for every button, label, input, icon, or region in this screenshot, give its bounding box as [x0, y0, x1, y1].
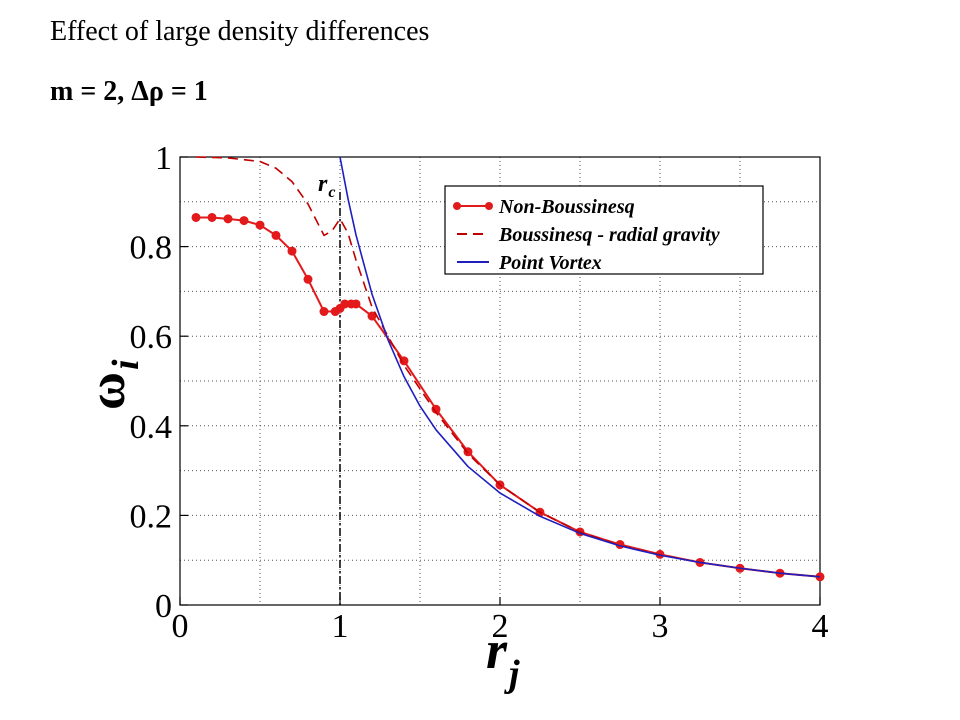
- x-axis-label: rj: [486, 620, 520, 695]
- legend: Non-Boussinesq Boussinesq - radial gravit…: [444, 185, 764, 275]
- y-axis-label: ωi: [79, 359, 147, 410]
- y-tick-label: 0.8: [130, 230, 173, 267]
- x-axis-label-sub: j: [504, 653, 520, 695]
- legend-box: [444, 185, 764, 275]
- slide-heading: Effect of large density differences: [50, 16, 430, 47]
- data-point: [191, 212, 201, 222]
- series-line-2: [339, 156, 821, 578]
- data-point: [271, 230, 281, 240]
- x-tick-label: 4: [812, 608, 829, 645]
- y-tick-label: 0.2: [130, 498, 173, 535]
- legend-label-0: Non-Boussinesq: [498, 196, 635, 218]
- legend-marker: [453, 202, 461, 210]
- slide-subheading: m = 2, Δρ = 1: [50, 76, 208, 107]
- x-tick-label: 1: [332, 608, 349, 645]
- x-tick-label: 3: [652, 608, 669, 645]
- x-tick-label: 0: [172, 608, 189, 645]
- y-tick-label: 0.4: [130, 409, 173, 446]
- legend-marker: [485, 202, 493, 210]
- data-point: [239, 216, 249, 226]
- series-line-1: [195, 156, 821, 578]
- data-point: [319, 307, 329, 317]
- data-point: [255, 220, 265, 230]
- rc-label-sub: c: [328, 184, 335, 201]
- y-tick-label: 0: [155, 588, 172, 625]
- rc-label: rc: [318, 171, 335, 201]
- y-axis-label-sub: i: [105, 359, 147, 370]
- data-point: [223, 214, 233, 224]
- y-tick-label: 1: [155, 140, 172, 177]
- x-tick-label: 2: [492, 608, 509, 645]
- legend-label-1: Boussinesq - radial gravity: [498, 224, 720, 246]
- data-point: [287, 246, 297, 256]
- data-point: [399, 356, 409, 366]
- data-point: [351, 299, 361, 309]
- annotation: rc: [318, 171, 341, 605]
- y-tick-label: 0.6: [130, 319, 173, 356]
- data-point: [207, 212, 217, 222]
- data-point: [303, 274, 313, 284]
- series-group: [191, 156, 825, 582]
- data-point: [367, 311, 377, 321]
- legend-label-2: Point Vortex: [498, 252, 602, 274]
- axes: 0 1 2 3 4 0 0.2 0.4 0.6 0.8 1: [130, 140, 829, 645]
